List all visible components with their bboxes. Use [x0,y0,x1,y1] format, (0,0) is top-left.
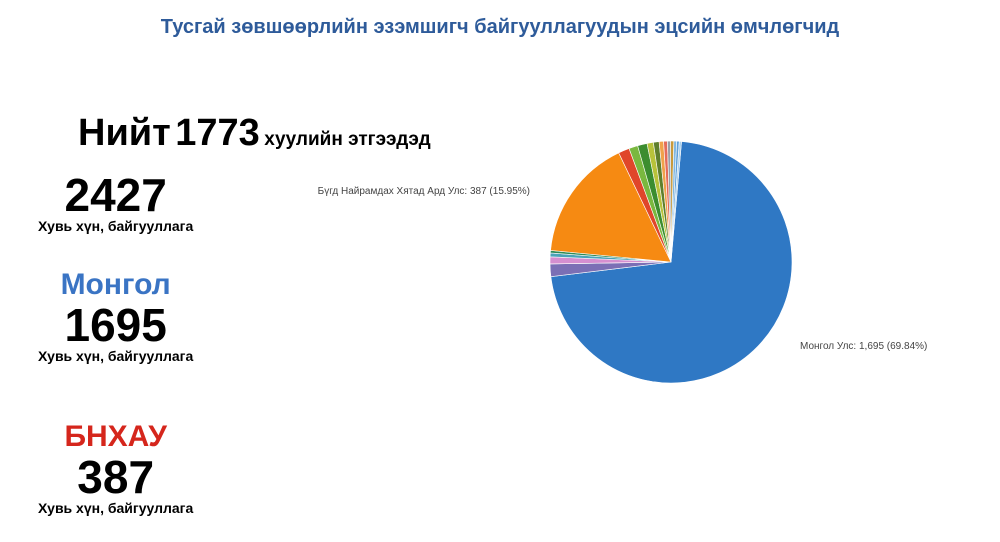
pie-label-mongolia: Монгол Улс: 1,695 (69.84%) [800,341,927,352]
china-country: БНХАУ [64,420,167,453]
all-owners-stat: 2427 Хувь хүн, байгууллага [38,172,193,234]
total-prefix: Нийт [78,112,171,154]
total-value: 1773 [175,112,260,154]
page-title: Тусгай зөвшөөрлийн эзэмшигч байгууллагуу… [160,16,840,38]
total-suffix: хуулийн этгээдэд [264,129,431,150]
all-owners-label: Хувь хүн, байгууллага [38,218,194,234]
mongolia-stat: Монгол 1695 Хувь хүн, байгууллага [38,268,193,364]
china-label: Хувь хүн, байгууллага [38,500,194,516]
pie-slice [550,141,793,384]
all-owners-value: 2427 [64,169,167,221]
china-value: 387 [77,451,155,503]
pie-slice [550,152,672,263]
mongolia-label: Хувь хүн, байгууллага [38,348,194,364]
pie-slice [670,140,682,263]
china-stat: БНХАУ 387 Хувь хүн, байгууллага [38,420,193,516]
mongolia-value: 1695 [64,299,167,351]
total-summary: Нийт 1773 хуулийн этгээдэд [78,112,431,155]
pie-label-china: Бүгд Найрамдах Хятад Ард Улс: 387 (15.95… [318,186,530,197]
mongolia-country: Монгол [60,268,171,301]
